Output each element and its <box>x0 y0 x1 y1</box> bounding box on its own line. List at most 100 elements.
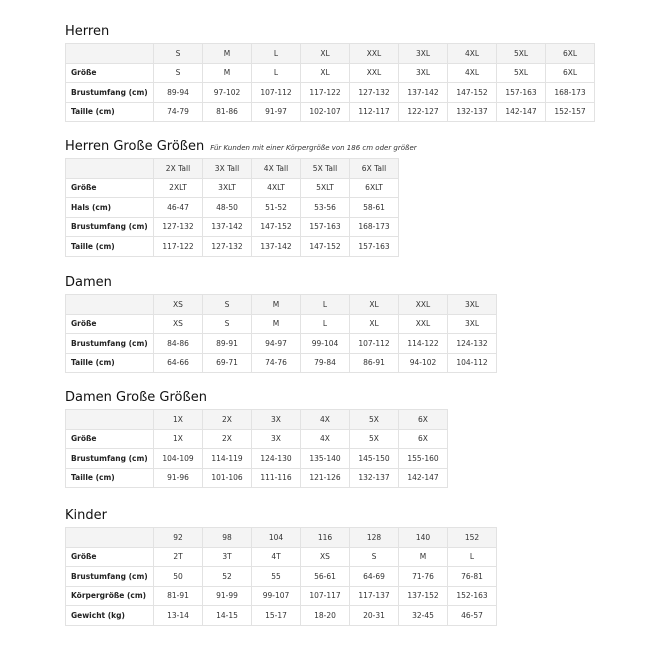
column-header: 98 <box>202 527 252 548</box>
column-header: 140 <box>398 527 448 548</box>
table-cell: 132-137 <box>447 101 497 122</box>
section-title: Kinder <box>65 507 497 525</box>
section-heading: Herren <box>65 24 110 39</box>
table-row: Brustumfang (cm) 127-132 137-142 147-152 157… <box>65 216 399 237</box>
table-cell: 2X <box>202 428 252 449</box>
table-cell: 127-132 <box>153 216 203 237</box>
column-header: 152 <box>447 527 497 548</box>
section-title: Herren <box>65 23 595 41</box>
row-label: Größe <box>65 428 154 449</box>
table-cell: 157-163 <box>496 82 546 103</box>
table-cell: 89-94 <box>153 82 203 103</box>
table-cell: 101-106 <box>202 467 252 488</box>
table-cell: 142-147 <box>398 467 448 488</box>
table-cell: 168-173 <box>545 82 595 103</box>
table-cell: 122-127 <box>398 101 448 122</box>
table-cell: 51-52 <box>251 197 301 218</box>
table-cell: 4X <box>300 428 350 449</box>
table-row: Hals (cm) 46-47 48-50 51-52 53-56 58-61 <box>65 197 399 218</box>
table-cell: XL <box>300 62 350 83</box>
table-cell: 152-163 <box>447 585 497 606</box>
column-header: XL <box>300 43 350 64</box>
table-row: Gewicht (kg) 13-14 14-15 15-17 18-20 20-31 32-… <box>65 605 497 626</box>
row-label: Gewicht (kg) <box>65 605 154 626</box>
column-header: 6XL <box>545 43 595 64</box>
column-header: 5X Tall <box>300 158 350 179</box>
column-header: XXL <box>349 43 399 64</box>
table-cell: 152-157 <box>545 101 595 122</box>
table-cell: 81-86 <box>202 101 252 122</box>
column-header: 4XL <box>447 43 497 64</box>
table-cell: 64-69 <box>349 566 399 587</box>
table-cell: 145-150 <box>349 448 399 469</box>
column-header: M <box>251 294 301 315</box>
column-header: 6X <box>398 409 448 430</box>
section-title: Herren Große Größen Für Kunden mit einer … <box>65 138 417 156</box>
table-cell: 86-91 <box>349 352 399 373</box>
column-header: 3X Tall <box>202 158 252 179</box>
column-header: 5XL <box>496 43 546 64</box>
column-header: L <box>251 43 301 64</box>
table-cell: 20-31 <box>349 605 399 626</box>
row-label: Brustumfang (cm) <box>65 216 154 237</box>
column-header: M <box>202 43 252 64</box>
size-table: 92 98 104 116 128 140 152 Größe 2T 3T 4T XS S M L Brust… <box>65 527 497 626</box>
table-cell: 2T <box>153 546 203 567</box>
table-cell: 14-15 <box>202 605 252 626</box>
table-row: Brustumfang (cm) 104-109 114-119 124-130 135… <box>65 448 448 469</box>
table-cell: 4T <box>251 546 301 567</box>
table-cell: 132-137 <box>349 467 399 488</box>
table-cell: 3XL <box>447 313 497 334</box>
table-cell: 124-132 <box>447 333 497 354</box>
header-row: S M L XL XXL 3XL 4XL 5XL 6XL <box>65 43 595 64</box>
row-label: Brustumfang (cm) <box>65 333 154 354</box>
corner-cell <box>65 527 154 548</box>
table-cell: 3X <box>251 428 301 449</box>
row-label: Größe <box>65 62 154 83</box>
table-cell: 107-117 <box>300 585 350 606</box>
table-cell: 79-84 <box>300 352 350 373</box>
table-cell: 56-61 <box>300 566 350 587</box>
table-cell: L <box>251 62 301 83</box>
table-cell: 15-17 <box>251 605 301 626</box>
table-cell: 114-122 <box>398 333 448 354</box>
table-row: Größe 2T 3T 4T XS S M L <box>65 546 497 567</box>
table-cell: XL <box>349 313 399 334</box>
table-row: Brustumfang (cm) 89-94 97-102 107-112 117-12… <box>65 82 595 103</box>
section-heading: Damen <box>65 275 112 290</box>
table-cell: M <box>398 546 448 567</box>
table-row: Brustumfang (cm) 84-86 89-91 94-97 99-104 107… <box>65 333 497 354</box>
table-cell: 5XLT <box>300 177 350 198</box>
table-cell: 137-142 <box>202 216 252 237</box>
table-cell: 127-132 <box>349 82 399 103</box>
table-row: Taille (cm) 117-122 127-132 137-142 147-152 1… <box>65 236 399 257</box>
table-cell: 48-50 <box>202 197 252 218</box>
table-cell: 112-117 <box>349 101 399 122</box>
table-cell: 104-112 <box>447 352 497 373</box>
table-cell: 117-122 <box>153 236 203 257</box>
table-cell: 147-152 <box>251 216 301 237</box>
column-header: 128 <box>349 527 399 548</box>
size-table: XS S M L XL XXL 3XL Größe XS S M L XL XXL 3XL Brustumfa… <box>65 294 497 373</box>
section-heading: Damen Große Größen <box>65 390 207 405</box>
row-label: Größe <box>65 313 154 334</box>
size-table-section: Kinder 92 98 104 116 128 140 152 Größe 2T 3T 4T XS S M… <box>65 507 497 626</box>
table-cell: 76-81 <box>447 566 497 587</box>
table-cell: 117-122 <box>300 82 350 103</box>
table-cell: 81-91 <box>153 585 203 606</box>
table-cell: 89-91 <box>202 333 252 354</box>
table-cell: 64-66 <box>153 352 203 373</box>
column-header: 3XL <box>398 43 448 64</box>
table-cell: 4XL <box>447 62 497 83</box>
table-cell: 157-163 <box>300 216 350 237</box>
corner-cell <box>65 43 154 64</box>
table-cell: 74-79 <box>153 101 203 122</box>
table-cell: 135-140 <box>300 448 350 469</box>
table-cell: 99-107 <box>251 585 301 606</box>
section-heading: Kinder <box>65 508 107 523</box>
column-header: XL <box>349 294 399 315</box>
table-cell: 84-86 <box>153 333 203 354</box>
table-cell: L <box>447 546 497 567</box>
table-cell: 5XL <box>496 62 546 83</box>
column-header: 3X <box>251 409 301 430</box>
